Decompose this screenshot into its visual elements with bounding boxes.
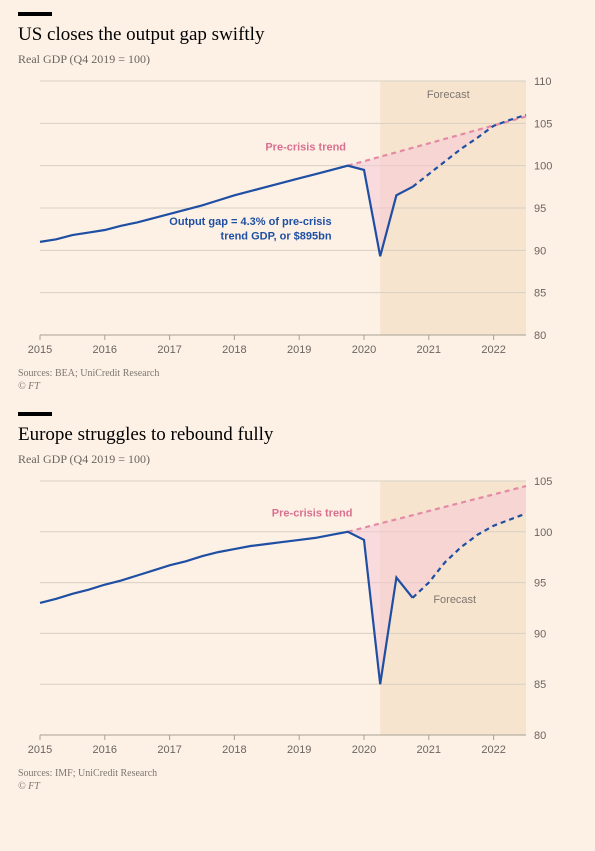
y-tick-label: 85 bbox=[534, 679, 546, 691]
chart-title: US closes the output gap swiftly bbox=[18, 24, 577, 46]
y-tick-label: 85 bbox=[534, 288, 546, 300]
x-tick-label: 2019 bbox=[287, 344, 311, 356]
x-tick-label: 2018 bbox=[222, 344, 246, 356]
chart-europe: Europe struggles to rebound fully Real G… bbox=[18, 412, 577, 792]
x-tick-label: 2017 bbox=[157, 744, 181, 756]
gap-label-line2: trend GDP, or $895bn bbox=[221, 230, 332, 242]
x-tick-label: 2022 bbox=[481, 744, 505, 756]
plot-area: 80 85 90 95 100 105 110 2015 2016 2017 2018 2019 202… bbox=[18, 71, 568, 361]
x-tick-label: 2021 bbox=[417, 744, 441, 756]
y-tick-label: 105 bbox=[534, 118, 552, 130]
y-tick-label: 110 bbox=[534, 76, 552, 88]
x-tick-label: 2016 bbox=[93, 744, 117, 756]
y-tick-label: 80 bbox=[534, 730, 546, 742]
forecast-label: Forecast bbox=[433, 594, 476, 606]
chart-title: Europe struggles to rebound fully bbox=[18, 424, 577, 446]
chart-subtitle: Real GDP (Q4 2019 = 100) bbox=[18, 452, 577, 467]
title-rule bbox=[18, 412, 52, 416]
pre-crisis-label: Pre-crisis trend bbox=[272, 508, 353, 520]
x-tick-label: 2021 bbox=[417, 344, 441, 356]
chart-svg: 80 85 90 95 100 105 2015 2016 2017 2018 2019 2020 20… bbox=[18, 471, 568, 761]
y-tick-label: 90 bbox=[534, 245, 546, 257]
plot-area: 80 85 90 95 100 105 2015 2016 2017 2018 2019 2020 20… bbox=[18, 471, 568, 761]
x-tick-label: 2016 bbox=[93, 344, 117, 356]
x-tick-label: 2019 bbox=[287, 744, 311, 756]
y-tick-label: 90 bbox=[534, 628, 546, 640]
y-tick-label: 100 bbox=[534, 161, 552, 173]
y-tick-label: 80 bbox=[534, 330, 546, 342]
y-tick-label: 95 bbox=[534, 578, 546, 590]
forecast-label: Forecast bbox=[427, 89, 470, 101]
chart-subtitle: Real GDP (Q4 2019 = 100) bbox=[18, 52, 577, 67]
x-tick-label: 2017 bbox=[157, 344, 181, 356]
y-tick-label: 100 bbox=[534, 527, 552, 539]
chart-us: US closes the output gap swiftly Real GD… bbox=[18, 12, 577, 392]
x-tick-label: 2022 bbox=[481, 344, 505, 356]
chart-copyright: © FT bbox=[18, 381, 577, 392]
actual-line bbox=[40, 532, 413, 684]
x-tick-label: 2020 bbox=[352, 744, 376, 756]
title-rule bbox=[18, 12, 52, 16]
chart-sources: Sources: IMF; UniCredit Research bbox=[18, 767, 577, 781]
x-tick-label: 2020 bbox=[352, 344, 376, 356]
y-tick-label: 95 bbox=[534, 203, 546, 215]
gap-label-line1: Output gap = 4.3% of pre-crisis bbox=[169, 216, 331, 228]
x-tick-label: 2015 bbox=[28, 344, 52, 356]
chart-sources: Sources: BEA; UniCredit Research bbox=[18, 367, 577, 381]
chart-svg: 80 85 90 95 100 105 110 2015 2016 2017 2018 2019 202… bbox=[18, 71, 568, 361]
actual-line bbox=[40, 166, 413, 257]
x-tick-label: 2015 bbox=[28, 744, 52, 756]
x-tick-label: 2018 bbox=[222, 744, 246, 756]
pre-crisis-label: Pre-crisis trend bbox=[265, 141, 346, 153]
chart-copyright: © FT bbox=[18, 781, 577, 792]
y-tick-label: 105 bbox=[534, 476, 552, 488]
